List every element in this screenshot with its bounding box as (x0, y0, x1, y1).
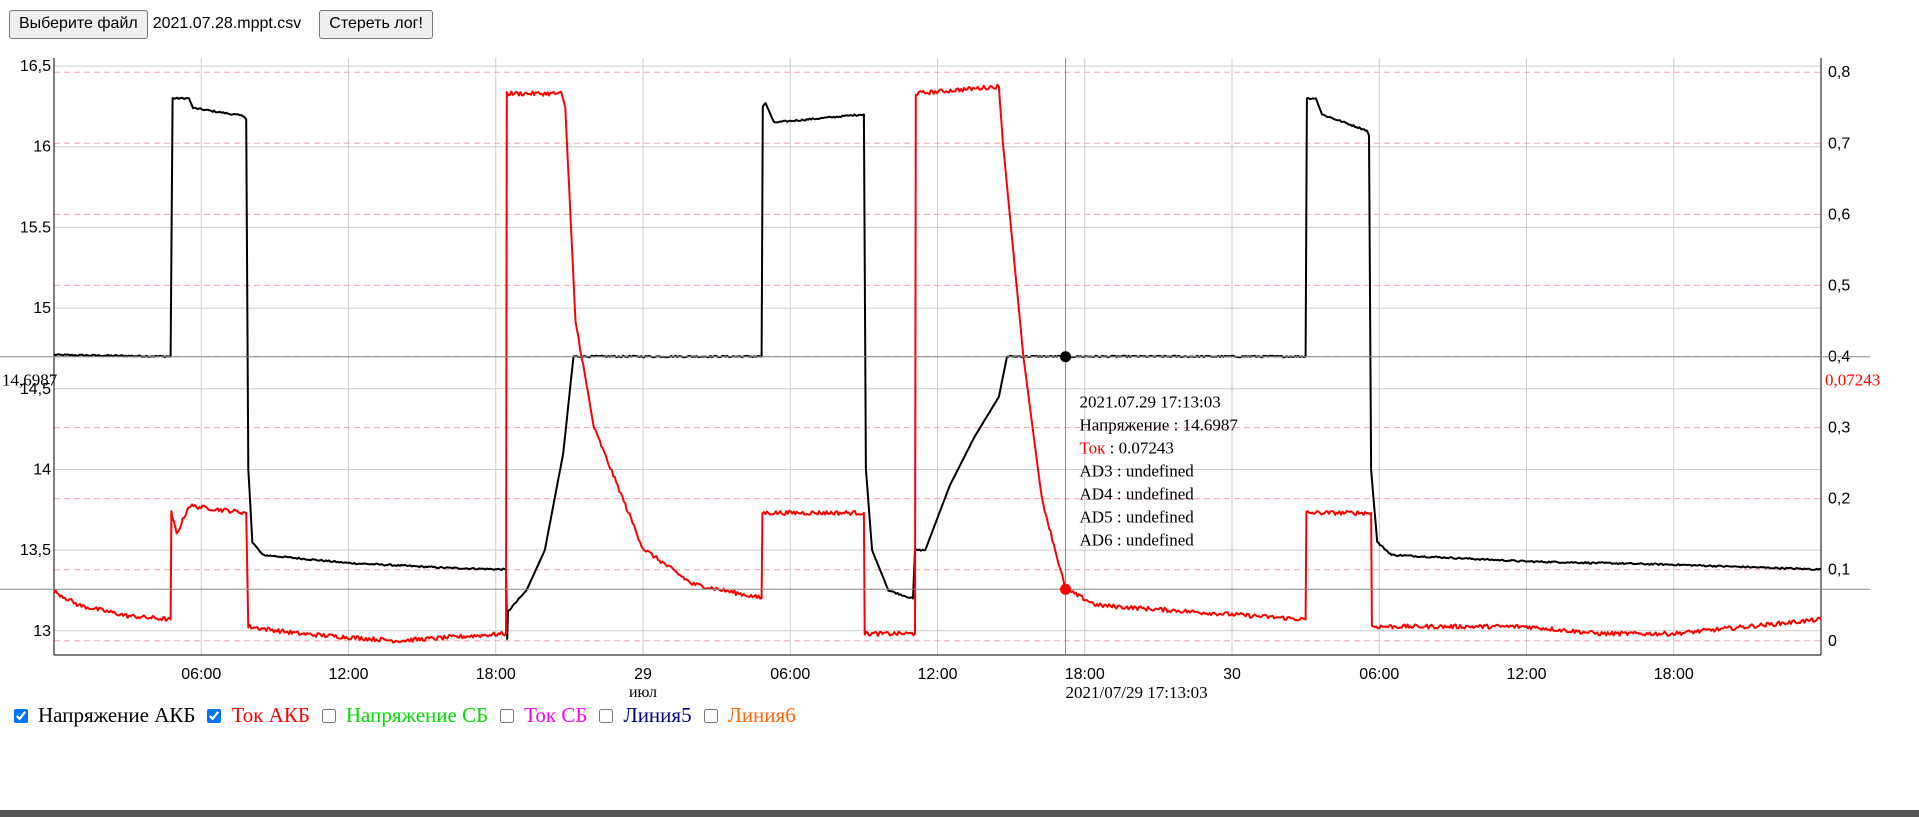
x-tick-label: 06:00 (770, 666, 810, 683)
series-legend: Напряжение АКБ Ток АКБ Напряжение СБ Ток… (10, 703, 804, 728)
crosshair-point-voltage (1060, 351, 1072, 363)
tooltip-line: Ток : 0.07243 (1080, 439, 1174, 458)
y-left-tick-label: 16,5 (20, 58, 51, 75)
y-left-tick-label: 14 (33, 461, 51, 478)
tooltip-line-label: Напряжение (1080, 416, 1170, 435)
legend-checkbox-battery-voltage[interactable] (14, 708, 28, 723)
tooltip-line-label: Ток (1080, 439, 1107, 458)
y-left-tick-label: 16 (33, 139, 51, 156)
y-right-tick-label: 0,8 (1828, 64, 1850, 81)
y-right-tick-label: 0,7 (1828, 135, 1850, 152)
toolbar: Выберите файл 2021.07.28.mppt.csv Стерет… (9, 9, 433, 39)
legend-item-solar-current[interactable]: Ток СБ (496, 703, 587, 728)
tooltip-line-label: AD3 (1080, 462, 1113, 481)
x-tick-label: 12:00 (1506, 666, 1546, 683)
y-right-tick-label: 0,6 (1828, 206, 1850, 223)
tooltip-line-value: : undefined (1113, 508, 1195, 527)
legend-checkbox-line5[interactable] (599, 708, 614, 723)
tooltip-line: Напряжение : 14.6987 (1080, 416, 1239, 435)
y-right-tick-label: 0,5 (1828, 277, 1850, 294)
legend-label-line5: Линия5 (623, 703, 692, 727)
series-line (53, 96, 1822, 640)
x-tick-label: 12:00 (917, 666, 957, 683)
x-tick-label: 06:00 (181, 666, 221, 683)
tooltip-line-value: : undefined (1113, 462, 1195, 481)
legend-item-battery-voltage[interactable]: Напряжение АКБ (10, 703, 195, 728)
series-line (53, 83, 1822, 644)
x-tick-label: 18:00 (1065, 666, 1105, 683)
x-tick-label: 18:00 (1654, 666, 1694, 683)
y-right-tick-label: 0 (1828, 633, 1837, 650)
tooltip-line: AD4 : undefined (1080, 485, 1195, 504)
legend-checkbox-solar-current[interactable] (500, 708, 515, 723)
y-right-tick-label: 0,2 (1828, 491, 1850, 508)
x-tick-label: 30 (1223, 666, 1241, 683)
y-right-tick-label: 0,1 (1828, 562, 1850, 579)
tooltip-line-label: AD5 (1080, 508, 1113, 527)
x-month-label: июл (629, 684, 657, 701)
tooltip-line: AD5 : undefined (1080, 508, 1195, 527)
legend-checkbox-line6[interactable] (703, 708, 718, 723)
legend-item-line5[interactable]: Линия5 (595, 703, 692, 728)
legend-item-battery-current[interactable]: Ток АКБ (203, 703, 310, 728)
tooltip-time: 2021.07.29 17:13:03 (1080, 393, 1221, 412)
tooltip-line-value: : 0.07243 (1105, 439, 1173, 458)
tooltip-line-label: AD4 (1080, 485, 1114, 504)
legend-item-line6[interactable]: Линия6 (700, 703, 796, 728)
tooltip-line-label: AD6 (1080, 531, 1113, 550)
legend-label-line6: Линия6 (727, 703, 796, 727)
crosshair-left-value: 14,6987 (2, 371, 58, 390)
legend-label-solar-voltage: Напряжение СБ (345, 703, 489, 727)
legend-label-battery-voltage: Напряжение АКБ (38, 703, 196, 727)
tooltip-line-value: : 14.6987 (1169, 416, 1238, 435)
x-tick-label: 06:00 (1359, 666, 1399, 683)
y-left-tick-label: 15.5 (20, 219, 51, 236)
legend-item-solar-voltage[interactable]: Напряжение СБ (318, 703, 488, 728)
x-tick-label: 18:00 (476, 666, 516, 683)
y-left-tick-label: 13,5 (20, 542, 51, 559)
legend-checkbox-battery-current[interactable] (207, 708, 222, 723)
crosshair-right-value: 0,07243 (1825, 371, 1880, 390)
tooltip-line-value: : undefined (1113, 531, 1195, 550)
tooltip-line-value: : undefined (1113, 485, 1195, 504)
y-left-tick-label: 13 (33, 623, 51, 640)
legend-label-battery-current: Ток АКБ (231, 703, 310, 727)
crosshair-point-current (1060, 583, 1072, 595)
tooltip-line: AD3 : undefined (1080, 462, 1195, 481)
tooltip-line: AD6 : undefined (1080, 531, 1195, 550)
clear-log-button[interactable]: Стереть лог! (319, 9, 433, 39)
y-left-tick-label: 15 (33, 300, 51, 317)
selected-file-name: 2021.07.28.mppt.csv (152, 15, 302, 32)
y-right-tick-label: 0,3 (1828, 420, 1850, 437)
crosshair-time-label: 2021/07/29 17:13:03 (1066, 683, 1208, 702)
bottom-bar (0, 810, 1919, 817)
x-tick-label: 29 (634, 666, 652, 683)
choose-file-button[interactable]: Выберите файл (9, 9, 148, 39)
y-left-tick-label: 14,5 (20, 381, 51, 398)
x-tick-label: 12:00 (328, 666, 368, 683)
legend-checkbox-solar-voltage[interactable] (321, 708, 336, 723)
legend-label-solar-current: Ток СБ (524, 703, 588, 727)
voltage-current-chart[interactable]: 06:00 12:00 18:00 29 06:00 12:00 18:00 30 06:00 1… (0, 50, 1919, 710)
